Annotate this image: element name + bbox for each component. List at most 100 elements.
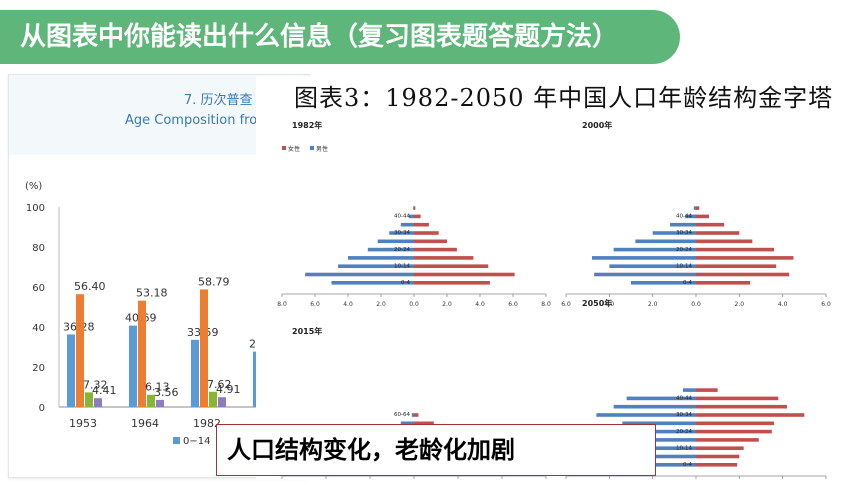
x-tick-label: 6.0 xyxy=(508,301,518,308)
bar-male xyxy=(652,231,696,235)
bar-1982-1 xyxy=(200,289,208,407)
bar-male xyxy=(413,206,414,210)
bar-1953-3 xyxy=(94,398,102,407)
bar-male xyxy=(400,222,414,227)
bar-male xyxy=(650,454,696,459)
data-label: 7.32 xyxy=(83,378,108,391)
bar-male xyxy=(592,256,696,260)
x-tick-label: 2.0 xyxy=(376,301,386,308)
legend-male-swatch xyxy=(310,146,314,150)
x-tick-label: 4.0 xyxy=(343,301,353,308)
bar-1953-2 xyxy=(85,392,93,407)
bar-male xyxy=(635,239,696,244)
x-tick-label: 2.0 xyxy=(648,301,658,308)
bar-male xyxy=(331,281,414,285)
bar-male xyxy=(411,413,414,417)
bar-female xyxy=(414,413,419,417)
data-label: 58.79 xyxy=(198,275,230,288)
bar-female xyxy=(696,404,787,409)
bar-female xyxy=(414,247,457,252)
bar-male xyxy=(305,272,414,277)
bar-male xyxy=(622,421,696,426)
data-label: 7.62 xyxy=(207,378,232,391)
pyramid-chart-title: 图表3：1982-2050 年中国人口年龄结构金字塔 xyxy=(294,84,834,112)
age-label: 60-64 xyxy=(394,412,410,418)
data-label: 3.56 xyxy=(154,386,179,399)
bar-male xyxy=(626,396,696,401)
bar-male xyxy=(613,404,696,409)
bar-female xyxy=(414,214,421,219)
bar-female xyxy=(414,272,515,277)
bar-male xyxy=(618,429,696,434)
bar-male xyxy=(594,272,696,277)
census-chart-subtitle: Age Composition from xyxy=(125,113,270,128)
bar-female xyxy=(696,264,777,268)
bar-1982-3 xyxy=(218,397,226,407)
pyramid-3: 2050年0-410-1420-2430-3440-446.04.02.00.0… xyxy=(565,298,827,479)
conclusion-caption: 人口结构变化，老龄化加剧 xyxy=(216,424,656,476)
bar-female xyxy=(696,446,744,450)
bar-1964-0 xyxy=(129,325,137,407)
x-tick-label: 4.0 xyxy=(605,301,615,308)
pyramid-year: 2050年 xyxy=(582,298,612,308)
bar-male xyxy=(609,264,696,268)
bar-1982-2 xyxy=(209,391,217,407)
bar-male xyxy=(631,281,696,285)
pyramid-1: 2000年 0-4 10-14 20-24 30-34 40-44 6.0 4.0 2.0 0.0… xyxy=(561,120,831,308)
y-tick-label: 80 xyxy=(32,243,45,254)
bar-male xyxy=(631,438,696,442)
bar-female xyxy=(696,247,774,252)
legend-swatch xyxy=(173,437,180,444)
bar-female xyxy=(696,429,772,434)
age-label: 20-24 xyxy=(394,247,410,253)
y-tick-label: 0 xyxy=(39,403,45,414)
bar-1964-3 xyxy=(156,399,164,407)
age-label: 40-44 xyxy=(394,214,410,220)
x-tick-label: 0.0 xyxy=(409,301,419,308)
age-label: 40-44 xyxy=(676,396,692,402)
bar-female xyxy=(696,281,751,285)
x-tick-label: 4.0 xyxy=(475,301,485,308)
age-label: 0-4 xyxy=(683,462,692,468)
bar-female xyxy=(414,239,447,244)
bar-female xyxy=(696,454,740,459)
bar-1953-0 xyxy=(67,334,75,407)
pyramid-year: 1982年 xyxy=(292,120,322,130)
data-label: 4.41 xyxy=(92,384,117,397)
bar-male xyxy=(367,247,414,252)
y-tick-label: 100 xyxy=(26,203,45,214)
title-banner: 从图表中你能读出什么信息（复习图表题答题方法） xyxy=(0,10,680,64)
bar-male xyxy=(596,413,696,417)
data-label: 56.40 xyxy=(74,280,106,293)
age-label: 30-34 xyxy=(676,230,692,236)
age-label: 10-14 xyxy=(394,263,410,269)
x-tick-label: 8.0 xyxy=(541,301,551,308)
bar-male xyxy=(685,214,696,219)
x-tick-label: 0.0 xyxy=(691,301,701,308)
data-label: 4.91 xyxy=(216,383,241,396)
bar-female xyxy=(696,396,779,401)
bar-female xyxy=(696,256,794,260)
caption-text: 人口结构变化，老龄化加剧 xyxy=(227,436,515,464)
bar-male xyxy=(652,463,696,467)
bar-1953-1 xyxy=(76,294,84,407)
bar-female xyxy=(696,413,805,417)
bar-male xyxy=(670,222,696,227)
age-label: 10-14 xyxy=(676,263,692,269)
bar-female xyxy=(414,206,416,210)
y-tick-label: 20 xyxy=(32,363,45,374)
x-tick-label: 1964 xyxy=(131,417,159,430)
banner-title: 从图表中你能读出什么信息（复习图表题答题方法） xyxy=(20,22,619,52)
bar-female xyxy=(696,214,709,219)
bar-female xyxy=(414,281,490,285)
age-label: 30-34 xyxy=(676,412,692,418)
pyramid-year: 2015年 xyxy=(292,326,322,336)
bar-male xyxy=(348,256,414,260)
bar-1982-0 xyxy=(191,339,199,407)
bar-male xyxy=(646,446,696,450)
census-chart-title: 7. 历次普查 xyxy=(184,93,253,108)
bar-female xyxy=(696,231,740,235)
legend-female-swatch xyxy=(282,146,286,150)
